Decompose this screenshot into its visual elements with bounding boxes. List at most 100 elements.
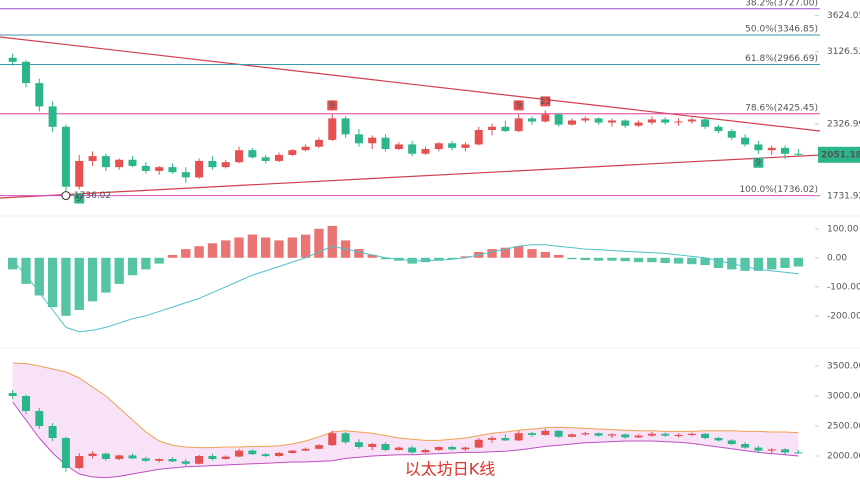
candle-body (208, 160, 217, 168)
candle-body (274, 453, 283, 456)
y-tick-label: 3000.00 (827, 392, 860, 402)
candle-body (634, 122, 643, 126)
fib-label: 50.0%(3346.85) (745, 25, 818, 35)
y-tick-label: 3126.52 (827, 47, 860, 57)
candle-body (115, 159, 124, 168)
macd-bar (7, 257, 18, 270)
candle-body (288, 150, 297, 155)
candle-body (48, 106, 57, 127)
candle-body (75, 456, 84, 468)
td-marker (327, 100, 338, 111)
candle-body (634, 435, 643, 438)
td-label: 9 (76, 194, 82, 204)
candle-body (88, 156, 97, 161)
td-marker (540, 96, 551, 107)
macd-bar (620, 257, 630, 262)
candle-body (341, 433, 350, 443)
candle-body (328, 433, 337, 446)
candle-body (394, 447, 403, 450)
macd-bar (420, 257, 431, 263)
macd-bar (74, 257, 84, 310)
candle-body (594, 118, 603, 123)
macd-bar (167, 254, 178, 258)
candle-body (88, 453, 97, 456)
y-tick-label: -200.00 (827, 311, 860, 321)
y-tick-label: 3624.05 (827, 11, 860, 21)
candle-body (61, 126, 70, 187)
candle-body (794, 153, 803, 155)
candle-body (554, 114, 563, 125)
candle-body (541, 114, 550, 122)
candle-body (101, 453, 110, 459)
macd-bar (87, 257, 98, 302)
candle-body (381, 137, 390, 150)
macd-bar (687, 257, 697, 265)
band-lower (12, 401, 799, 479)
macd-bar (527, 249, 537, 258)
candle-body (621, 434, 630, 438)
candle-body (701, 433, 710, 438)
fib-label: 61.8%(2966.69) (745, 54, 818, 64)
candle-body (195, 160, 204, 178)
candle-body (501, 126, 510, 132)
candle-body (607, 120, 616, 123)
macd-bar (434, 257, 444, 261)
candle-body (448, 143, 457, 148)
candle-body (741, 444, 750, 448)
macd-bar (314, 228, 324, 258)
y-tick-label: 100.00 (827, 224, 859, 234)
macd-bar (221, 240, 231, 258)
macd-bar (487, 249, 497, 258)
candle-body (421, 149, 430, 154)
macd-bar (514, 246, 524, 258)
candle-body (754, 447, 763, 451)
candle-body (8, 393, 17, 396)
macd-bar (181, 249, 191, 258)
candle-body (474, 129, 483, 145)
candle-body (101, 156, 110, 168)
fib-label: 100.0%(1736.02) (739, 185, 818, 195)
candle-body (195, 456, 204, 464)
candle-body (261, 454, 270, 456)
macd-bar (300, 234, 311, 258)
macd-bar (447, 257, 457, 260)
candle-body (488, 438, 497, 440)
td-label: 9 (329, 101, 335, 111)
candle-body (61, 438, 70, 468)
candle-body (248, 450, 257, 455)
macd-bar (793, 257, 804, 267)
y-tick-label: -100.00 (827, 282, 860, 292)
candle-body (21, 61, 30, 84)
candle-body (301, 146, 310, 151)
candle-body (155, 167, 164, 171)
candle-body (221, 162, 230, 168)
candle-body (314, 445, 323, 449)
candle-body (35, 83, 44, 107)
candle-body (767, 147, 776, 151)
candle-body (767, 449, 776, 451)
trend-line (0, 36, 821, 132)
macd-bar (567, 257, 577, 260)
candle-body (141, 165, 150, 171)
price-tag (818, 146, 860, 163)
candle-body (621, 120, 630, 126)
macd-bar (354, 249, 364, 258)
candle-body (115, 455, 124, 459)
candle-body (301, 448, 310, 451)
macd-bar (380, 257, 391, 260)
candle-body (514, 433, 523, 441)
macd-bar (740, 257, 750, 271)
candle-body (567, 120, 576, 125)
candle-body (8, 57, 17, 62)
candle-body (528, 118, 537, 122)
candle-body (221, 456, 230, 459)
macd-bar (460, 256, 471, 258)
candle-body (168, 459, 177, 462)
td-marker (74, 193, 85, 204)
macd-bar (660, 257, 670, 264)
candle-body (741, 137, 750, 145)
y-tick-label: 1731.92 (827, 192, 860, 202)
macd-bar (234, 237, 244, 258)
candle-body (314, 139, 323, 147)
